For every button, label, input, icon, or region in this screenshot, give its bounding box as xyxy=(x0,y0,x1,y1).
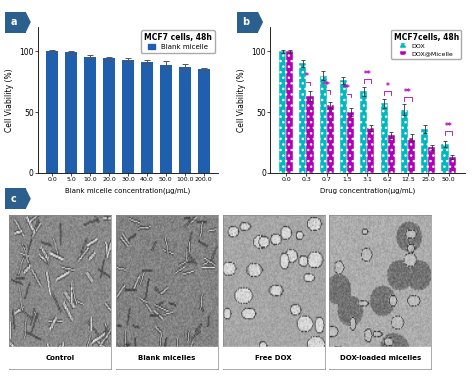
Bar xyxy=(116,347,218,369)
Bar xyxy=(401,109,408,173)
Text: a: a xyxy=(10,17,17,27)
Text: *: * xyxy=(386,82,390,91)
Text: **: ** xyxy=(323,81,330,89)
Polygon shape xyxy=(26,188,31,209)
Y-axis label: Cell Viability (%): Cell Viability (%) xyxy=(5,68,14,132)
Bar xyxy=(428,147,436,173)
Bar xyxy=(9,347,111,369)
Bar xyxy=(299,63,306,173)
Text: Free DOX: Free DOX xyxy=(255,355,292,361)
Bar xyxy=(319,76,327,173)
Polygon shape xyxy=(237,12,258,33)
Text: **: ** xyxy=(343,84,351,93)
Bar xyxy=(65,53,77,173)
Y-axis label: Cell Viability (%): Cell Viability (%) xyxy=(237,68,246,132)
Text: *: * xyxy=(304,72,309,81)
Legend: Blank micelle: Blank micelle xyxy=(141,30,215,53)
Bar xyxy=(329,347,431,369)
Bar xyxy=(286,51,293,173)
Bar xyxy=(381,104,388,173)
Bar xyxy=(279,51,286,173)
X-axis label: Blank micelle concentration(μg/mL): Blank micelle concentration(μg/mL) xyxy=(65,187,191,194)
Bar xyxy=(441,144,448,173)
Bar xyxy=(84,57,96,173)
Text: **: ** xyxy=(404,88,412,97)
Polygon shape xyxy=(26,12,31,33)
Bar xyxy=(103,58,115,173)
Bar xyxy=(141,62,153,173)
Bar xyxy=(421,129,428,173)
Bar xyxy=(340,80,347,173)
Bar xyxy=(160,65,172,173)
Legend: DOX, DOX@Micelle: DOX, DOX@Micelle xyxy=(391,30,461,58)
Polygon shape xyxy=(5,188,26,209)
Text: b: b xyxy=(243,17,250,27)
Text: **: ** xyxy=(364,70,371,79)
Bar xyxy=(448,157,456,173)
Bar xyxy=(388,135,395,173)
Bar xyxy=(367,128,374,173)
Text: DOX-loaded micelles: DOX-loaded micelles xyxy=(340,355,421,361)
Bar xyxy=(223,347,325,369)
Bar xyxy=(46,51,58,173)
Bar xyxy=(408,137,415,173)
Polygon shape xyxy=(5,12,26,33)
Bar xyxy=(198,70,210,173)
Text: **: ** xyxy=(445,122,453,131)
Bar xyxy=(327,105,334,173)
Bar xyxy=(122,60,134,173)
X-axis label: Drug concentration(μg/mL): Drug concentration(μg/mL) xyxy=(320,187,415,194)
Bar xyxy=(347,112,354,173)
Bar xyxy=(179,67,191,173)
Text: c: c xyxy=(11,194,17,204)
Bar xyxy=(306,96,313,173)
Text: Blank micelles: Blank micelles xyxy=(138,355,196,361)
Bar xyxy=(360,91,367,173)
Polygon shape xyxy=(258,12,263,33)
Text: Control: Control xyxy=(46,355,75,361)
